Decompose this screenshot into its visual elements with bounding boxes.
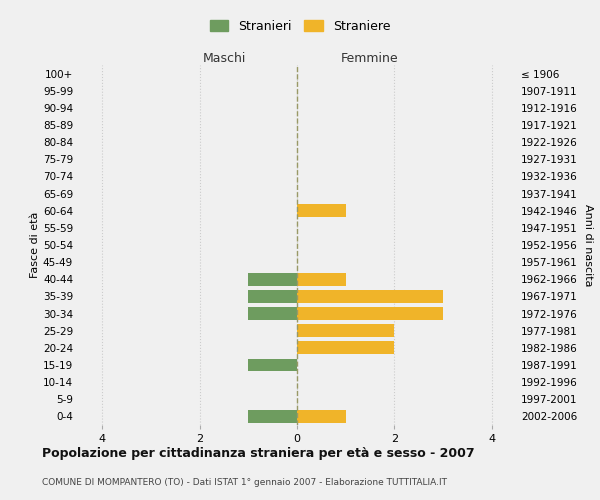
Bar (248, 358, 297, 372)
Y-axis label: Anni di nascita: Anni di nascita (583, 204, 593, 286)
Text: COMUNE DI MOMPANTERO (TO) - Dati ISTAT 1° gennaio 2007 - Elaborazione TUTTITALIA: COMUNE DI MOMPANTERO (TO) - Dati ISTAT 1… (42, 478, 447, 487)
Bar (297, 204, 346, 217)
Legend: Stranieri, Straniere: Stranieri, Straniere (206, 16, 394, 37)
Bar (297, 307, 443, 320)
Bar (297, 410, 346, 423)
Bar (248, 307, 297, 320)
Bar (297, 273, 346, 285)
Text: Femmine: Femmine (341, 52, 399, 65)
Bar (297, 342, 394, 354)
Bar (248, 410, 297, 423)
Text: Maschi: Maschi (202, 52, 245, 65)
Bar (297, 290, 443, 303)
Bar (297, 324, 394, 337)
Bar (248, 290, 297, 303)
Text: Popolazione per cittadinanza straniera per età e sesso - 2007: Popolazione per cittadinanza straniera p… (42, 448, 475, 460)
Y-axis label: Fasce di età: Fasce di età (30, 212, 40, 278)
Bar (248, 273, 297, 285)
